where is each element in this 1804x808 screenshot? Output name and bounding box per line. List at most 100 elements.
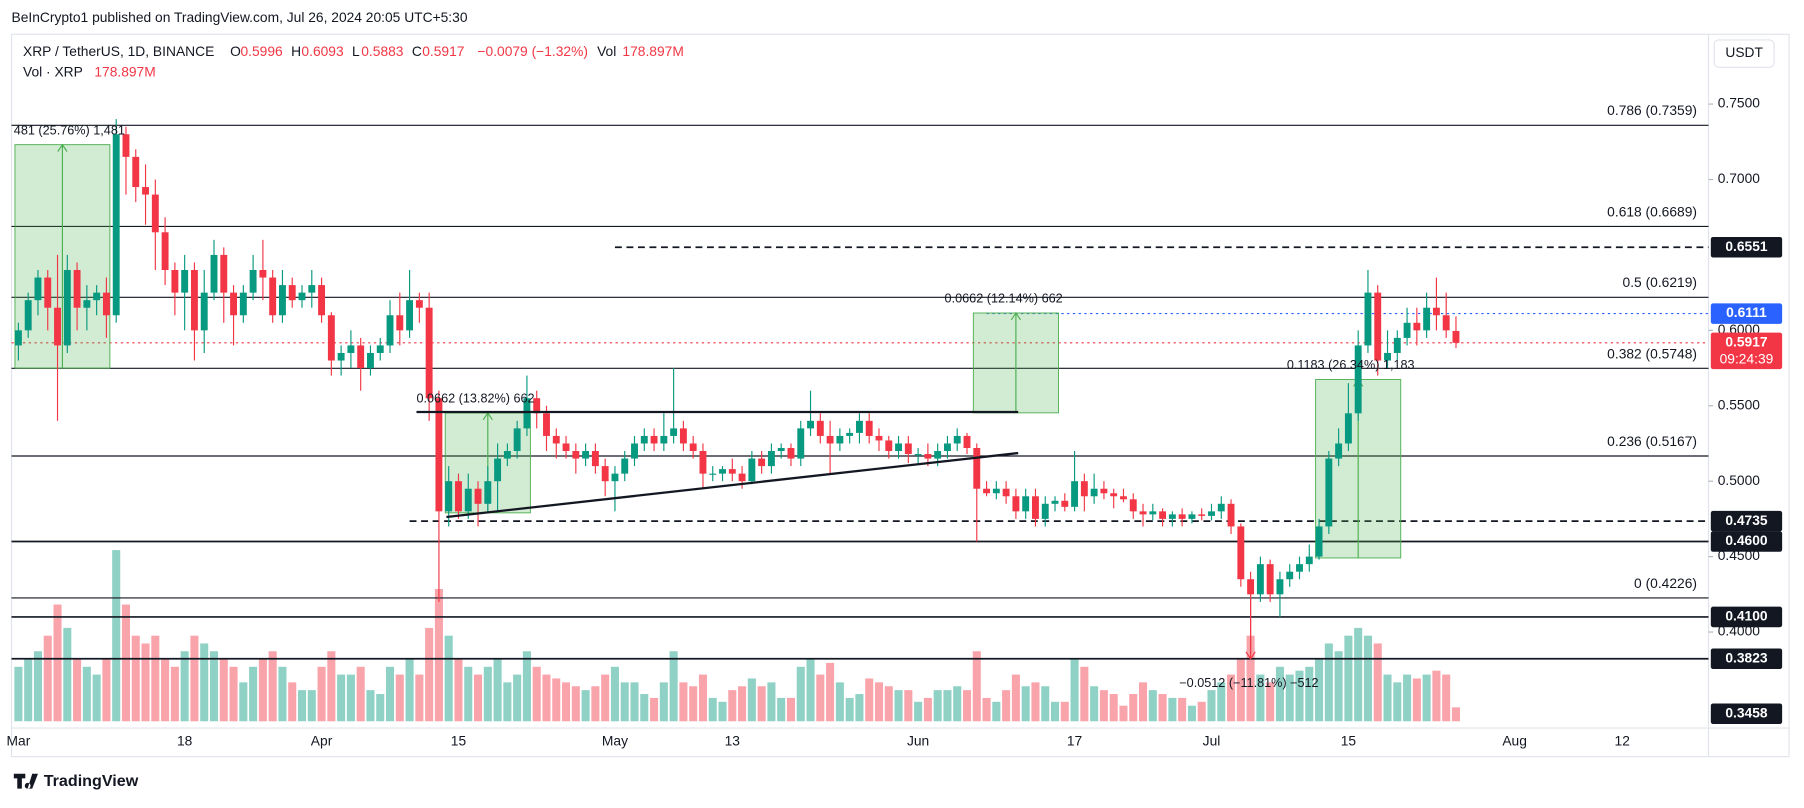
volume-bar: [659, 682, 668, 722]
price-badge-label: 0.4600: [1725, 533, 1768, 548]
volume-bar: [1080, 666, 1089, 722]
volume-bar: [689, 686, 698, 722]
candle-body: [738, 473, 746, 482]
countdown: 09:24:39: [1720, 352, 1774, 367]
volume-bar: [962, 690, 972, 722]
volume-bar: [483, 666, 492, 722]
candle-body: [347, 345, 355, 353]
volume-bar: [1266, 682, 1275, 722]
candle-body: [1384, 352, 1391, 361]
price-badge-label: 0.3823: [1725, 650, 1768, 665]
candle-body: [983, 488, 991, 494]
candle-body: [1325, 458, 1333, 527]
candle-body: [455, 481, 462, 512]
candle-body: [1286, 571, 1294, 580]
volume-bar: [982, 697, 991, 722]
candle-body: [44, 277, 52, 308]
candle-body: [396, 315, 404, 331]
x-tick-label: 15: [1341, 733, 1357, 748]
candle-body: [562, 443, 570, 452]
volume-bar: [640, 694, 649, 722]
candle-body: [953, 435, 961, 444]
candle-body: [631, 443, 638, 459]
volume-bar: [1442, 674, 1451, 722]
legend-text: O: [230, 44, 241, 59]
volume-bar: [434, 588, 443, 722]
volume-bar: [1403, 674, 1412, 722]
volume-bar: [1236, 659, 1245, 722]
candle-body: [1227, 503, 1235, 527]
volume-bar: [346, 674, 355, 722]
volume-bar: [53, 604, 62, 722]
volume-bar: [444, 635, 453, 722]
candle-body: [855, 420, 863, 433]
volume-bar: [669, 651, 678, 722]
price-badge-label: 0.5917: [1725, 335, 1768, 350]
volume-bar: [1050, 701, 1060, 722]
candle-body: [1296, 564, 1303, 572]
candle-body: [1012, 496, 1020, 512]
volume-bar: [43, 635, 52, 722]
fib-label: 0.5 (0.6219): [1623, 275, 1697, 290]
candle-body: [1149, 511, 1157, 515]
candle-body: [406, 300, 414, 331]
volume-bar: [297, 690, 307, 722]
candle-body: [200, 292, 208, 331]
volume-bar: [73, 659, 82, 722]
candle-body: [591, 451, 599, 467]
currency-button[interactable]: [1713, 39, 1775, 68]
candle-body: [670, 428, 678, 436]
volume-bar: [219, 659, 228, 722]
volume-bar: [151, 635, 160, 722]
candle-body: [836, 435, 844, 444]
volume-bar: [170, 666, 179, 722]
candle-body: [415, 300, 423, 308]
volume-bar: [747, 678, 756, 722]
y-tick-label: 0.7500: [1718, 96, 1761, 111]
candle-body: [259, 270, 267, 278]
candle-body: [1110, 493, 1118, 497]
volume-bar: [239, 682, 248, 722]
volume-bar: [874, 682, 884, 722]
volume-bar: [914, 701, 923, 722]
candle-body: [445, 481, 453, 512]
candle-body: [1188, 514, 1196, 519]
volume-bar: [562, 682, 571, 722]
candle-body: [1432, 307, 1440, 316]
volume-bar: [180, 651, 189, 722]
volume-bar: [102, 659, 111, 722]
candle-body: [1423, 307, 1431, 331]
volume-bar: [1227, 674, 1236, 722]
volume-bar: [112, 550, 121, 722]
volume-bar: [82, 666, 91, 722]
volume-bar: [1305, 666, 1314, 722]
volume-bar: [1217, 682, 1226, 722]
legend-text: −0.0079 (−1.32%): [477, 44, 588, 59]
volume-bar: [209, 651, 219, 722]
volume-bar: [1090, 686, 1099, 722]
volume-bar: [1187, 705, 1196, 722]
candle-body: [122, 134, 130, 157]
currency-button-label[interactable]: USDT: [1725, 45, 1763, 60]
price-badge-label: 0.6111: [1726, 305, 1767, 320]
candle-body: [1217, 503, 1225, 512]
candle-body: [1051, 500, 1059, 504]
candle-body: [1315, 526, 1323, 557]
candle-body: [1344, 413, 1352, 444]
volume-bar: [1432, 670, 1441, 722]
y-tick-label: 0.7000: [1718, 171, 1761, 186]
candle-body: [767, 451, 775, 467]
price-badge-label: 0.4735: [1725, 513, 1768, 528]
volume-bar: [679, 682, 688, 722]
candle-body: [699, 451, 707, 474]
candle-body: [1120, 496, 1127, 500]
candle-body: [1364, 292, 1372, 346]
volume-bar: [571, 686, 580, 722]
volume-bar: [757, 686, 766, 722]
volume-bar: [278, 666, 287, 722]
x-tick-label: 18: [177, 733, 193, 748]
candle-body: [660, 435, 668, 444]
measure-arrowhead: [1245, 651, 1256, 660]
volume-bar: [992, 701, 1001, 722]
volume-bar: [1002, 690, 1011, 722]
